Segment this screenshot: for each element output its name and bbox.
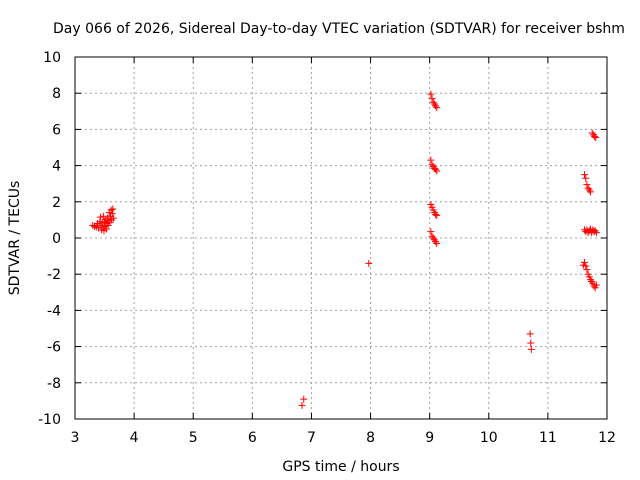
data-point <box>432 210 440 218</box>
data-point <box>298 401 306 409</box>
x-tick-label: 11 <box>539 430 557 446</box>
data-points <box>89 90 600 409</box>
x-tick-label: 8 <box>366 430 375 446</box>
data-point <box>592 281 600 289</box>
data-point <box>527 345 535 353</box>
chart-title: Day 066 of 2026, Sidereal Day-to-day VTE… <box>53 21 625 37</box>
data-point <box>427 228 435 236</box>
y-tick-label: -2 <box>47 267 61 283</box>
y-tick-label: -8 <box>47 376 61 392</box>
data-point <box>428 161 436 169</box>
data-point <box>588 129 596 137</box>
data-point <box>300 395 308 403</box>
data-point <box>102 216 110 224</box>
data-point <box>582 174 590 182</box>
x-tick-label: 3 <box>71 430 80 446</box>
data-point <box>582 262 590 270</box>
y-tick-label: 2 <box>52 195 61 211</box>
y-tick-label: 6 <box>52 122 61 138</box>
data-point <box>432 165 440 173</box>
data-point <box>427 90 435 98</box>
x-tick-label: 10 <box>480 430 498 446</box>
grid-lines <box>75 57 607 419</box>
data-point <box>365 259 373 267</box>
data-point <box>428 232 436 240</box>
data-point <box>109 205 117 213</box>
data-point <box>107 206 115 214</box>
data-point <box>581 171 589 179</box>
data-point <box>588 277 596 285</box>
data-point <box>583 266 591 274</box>
data-point <box>433 104 441 112</box>
x-tick-label: 7 <box>307 430 316 446</box>
data-point <box>108 210 116 218</box>
x-tick-label: 5 <box>189 430 198 446</box>
data-point <box>527 339 535 347</box>
data-point <box>433 167 441 175</box>
axis-ticks: 3 4 5 6 7 8 9 10 11 12 -10 -8 -6 -4 -2 0 2 4 6 8 10 <box>38 50 616 446</box>
data-point <box>430 236 438 244</box>
x-tick-label: 6 <box>248 430 257 446</box>
data-point <box>428 95 436 103</box>
data-point <box>585 186 593 194</box>
x-tick-label: 12 <box>598 430 616 446</box>
y-tick-label: -6 <box>47 340 61 356</box>
data-point <box>429 234 437 242</box>
data-point <box>89 221 97 229</box>
data-point <box>96 213 104 221</box>
data-point <box>581 258 589 266</box>
data-point <box>430 100 438 108</box>
data-point <box>526 330 534 338</box>
y-tick-label: -10 <box>38 412 61 428</box>
y-tick-label: 4 <box>52 159 61 175</box>
data-point <box>591 133 599 141</box>
data-point <box>108 216 116 224</box>
data-point <box>592 134 600 142</box>
x-tick-label: 4 <box>130 430 139 446</box>
data-point <box>586 188 594 196</box>
data-point <box>105 217 113 225</box>
x-axis-label: GPS time / hours <box>282 459 399 475</box>
y-tick-label: 8 <box>52 86 61 102</box>
data-point <box>591 227 599 235</box>
y-axis-label: SDTVAR / TECUs <box>7 181 23 296</box>
data-point <box>432 102 440 110</box>
data-point <box>583 181 591 189</box>
data-point <box>109 214 117 222</box>
data-point <box>586 276 594 284</box>
data-point <box>592 229 600 237</box>
data-point <box>427 156 435 164</box>
x-tick-label: 9 <box>425 430 434 446</box>
data-point <box>432 238 440 246</box>
y-tick-label: 0 <box>52 231 61 247</box>
y-tick-label: 10 <box>43 50 61 66</box>
data-point <box>102 225 110 233</box>
y-tick-label: -4 <box>47 303 61 319</box>
data-point <box>433 239 441 247</box>
data-point <box>584 184 592 192</box>
data-point <box>433 211 441 219</box>
data-point <box>429 98 437 106</box>
data-point <box>99 212 107 220</box>
